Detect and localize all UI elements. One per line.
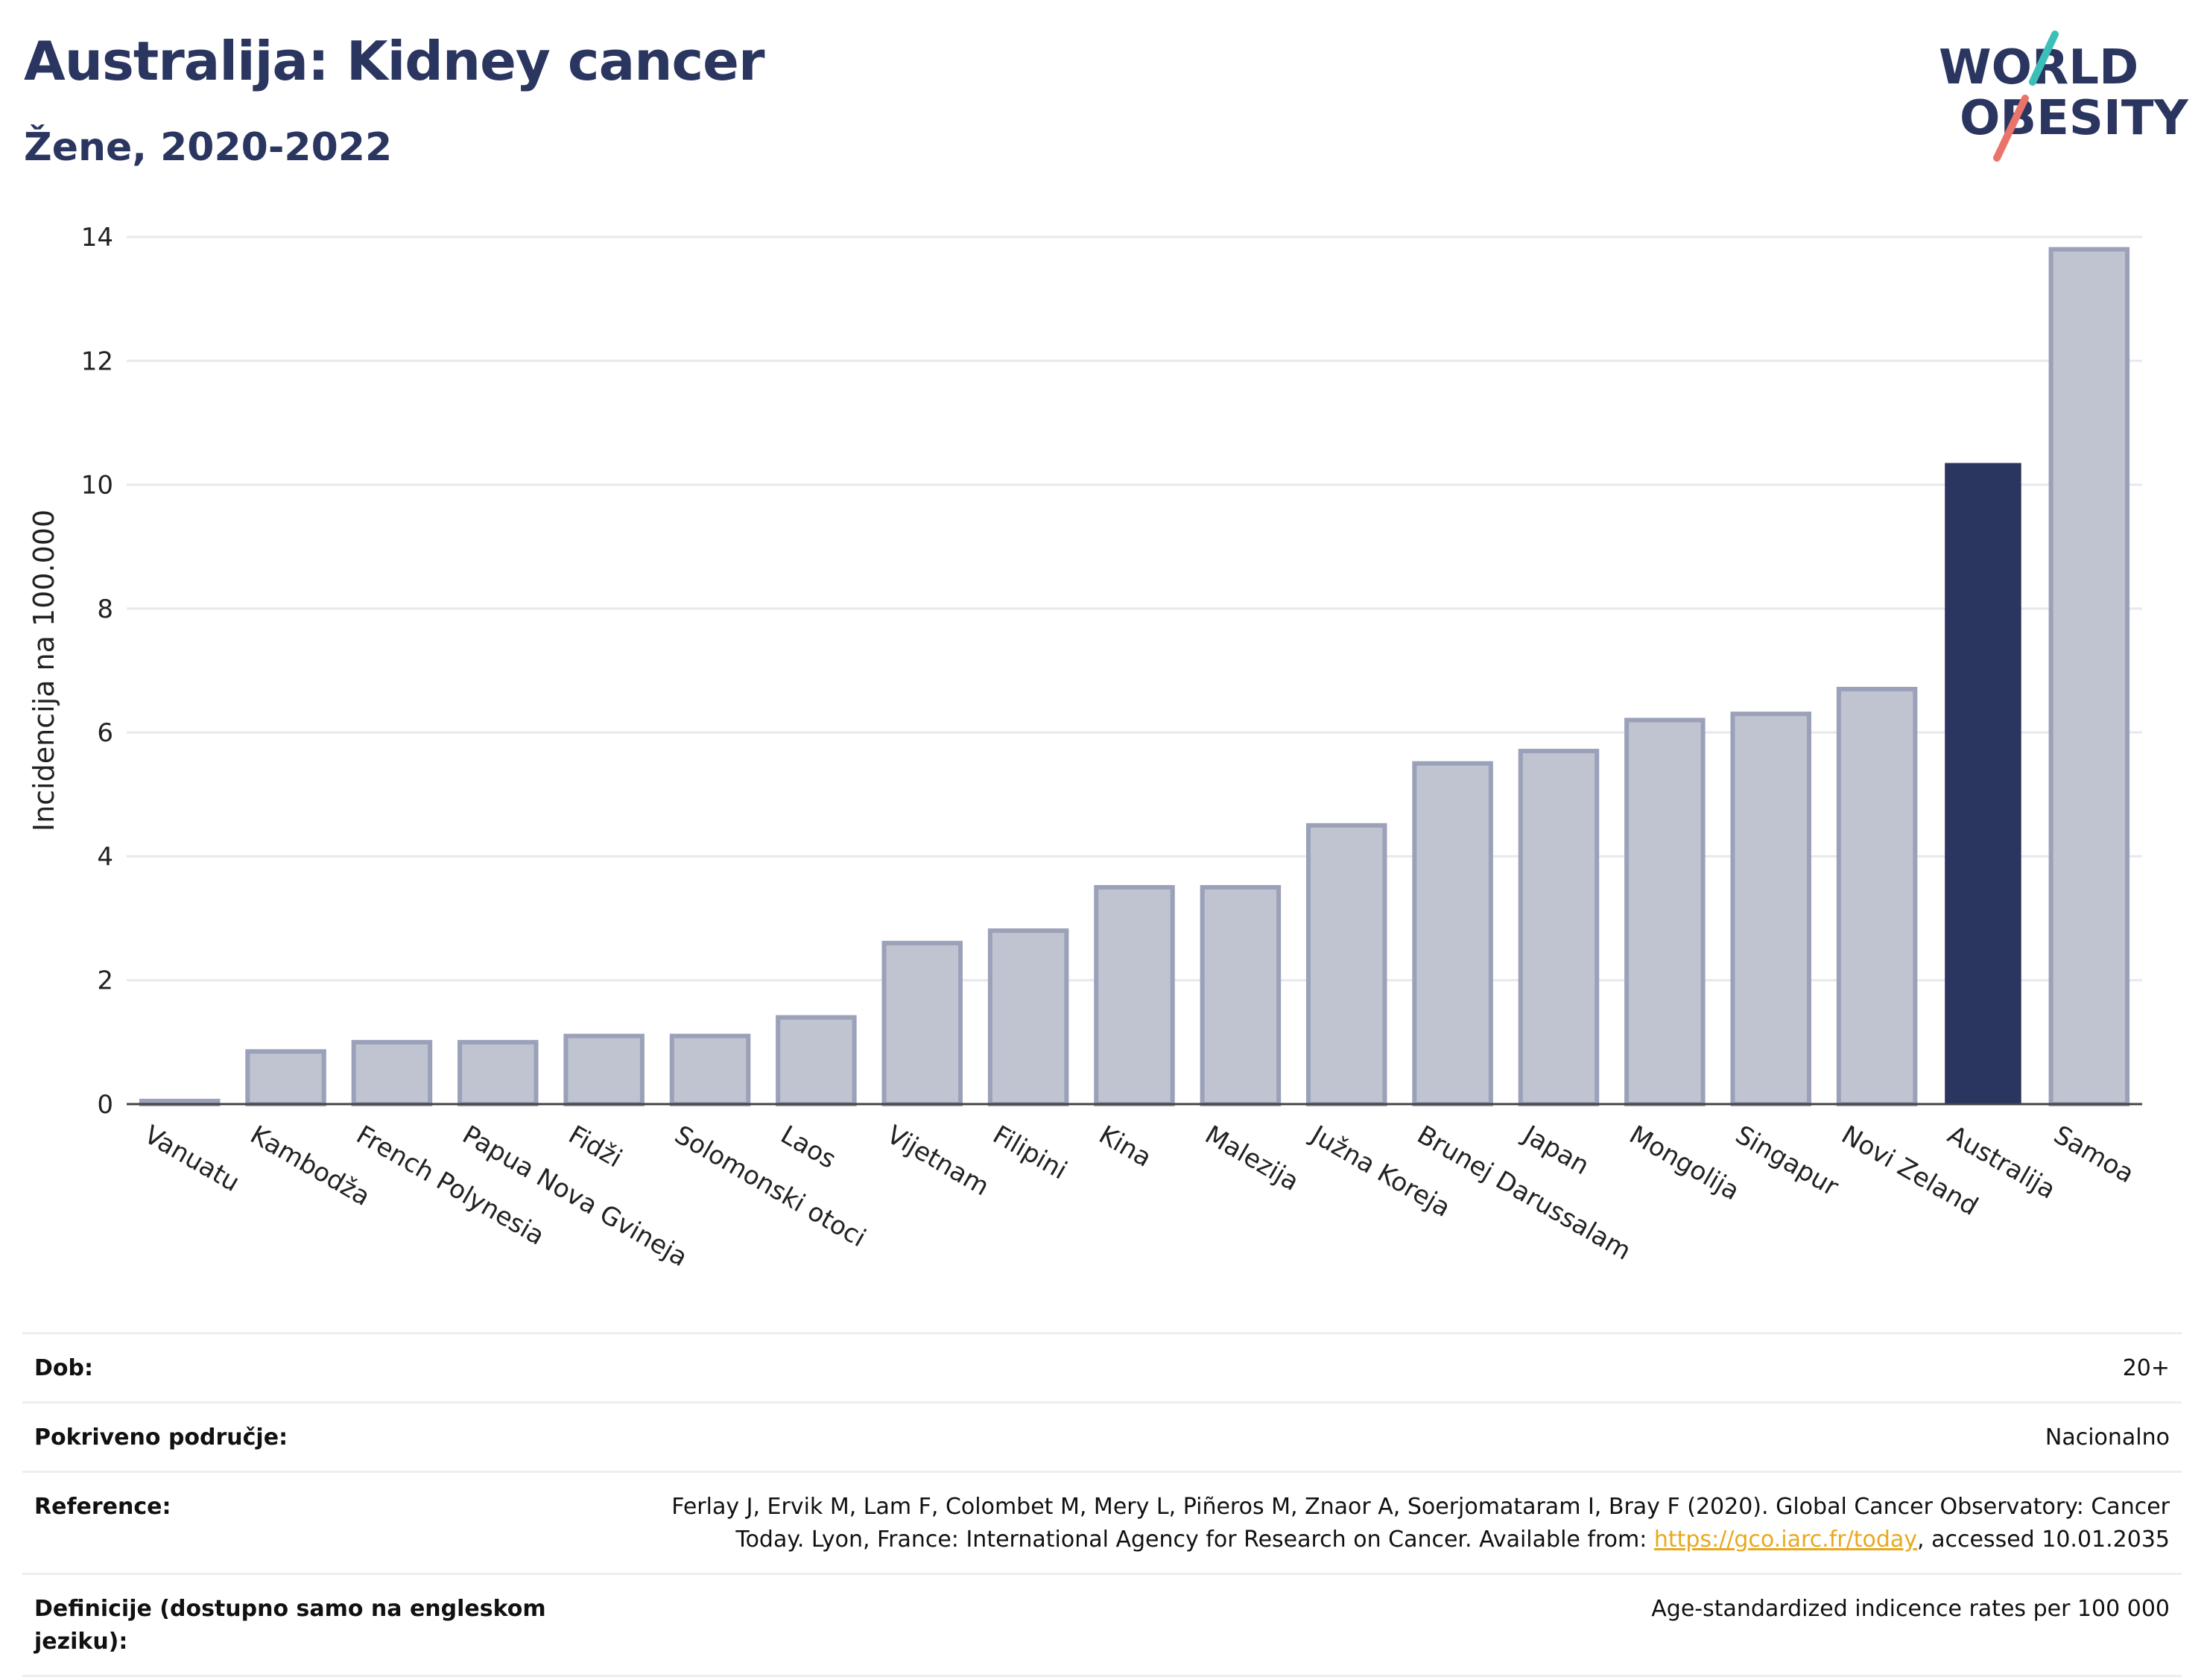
bar-brunej-darussalam (1412, 761, 1493, 1106)
bar-kambod-a (245, 1049, 326, 1107)
x-tick-label: Malezija (1200, 1120, 1304, 1197)
meta-value-coverage: Nacionalno (2045, 1424, 2170, 1451)
y-tick-label: 0 (97, 1090, 113, 1120)
logo-word-obesity: OBESITY (1960, 91, 2188, 146)
x-tick-label: Japan (1517, 1119, 1595, 1181)
chart-subtitle: Žene, 2020-2022 (24, 125, 393, 170)
bar-fid-i (563, 1033, 645, 1106)
y-tick-label: 14 (81, 223, 113, 253)
x-tick-label: Vanuatu (139, 1120, 244, 1198)
bar-solomonski-otoci (669, 1033, 751, 1106)
y-axis-title: Incidencija na 100.000 (28, 510, 60, 831)
meta-value-age: 20+ (2122, 1355, 2170, 1381)
chart-title: Australija: Kidney cancer (24, 30, 764, 92)
bar-kina (1094, 885, 1175, 1106)
reference-line-2-suffix: , accessed 10.01.2035 (1917, 1527, 2170, 1553)
meta-key-coverage: Pokriveno područje: (34, 1424, 288, 1451)
metadata-table: Dob: 20+ Pokriveno područje: Nacionalno … (22, 1332, 2182, 1677)
x-tick-label: Filipini (988, 1120, 1072, 1185)
logo-slash-top (2029, 31, 2059, 86)
meta-row-coverage: Pokriveno područje: Nacionalno (22, 1402, 2182, 1472)
meta-key-definitions: Definicije (dostupno samo na engleskom j… (34, 1596, 546, 1655)
x-tick-label: Kambodža (245, 1120, 375, 1212)
x-tick-label: Solomonski otoci (670, 1120, 871, 1253)
x-tick-label: Singapur (1730, 1120, 1843, 1202)
y-tick-label: 10 (81, 471, 113, 501)
bar-malezija (1200, 885, 1282, 1106)
bar-singapur (1730, 711, 1811, 1106)
y-tick-label: 2 (97, 966, 113, 996)
bar-french-polynesia (351, 1039, 433, 1107)
bar-laos (776, 1015, 857, 1106)
meta-key-reference: Reference: (34, 1494, 171, 1520)
bar-australija (1945, 463, 2021, 1104)
bars-layer (139, 247, 2130, 1107)
bar-filipini (987, 928, 1069, 1107)
x-tick-label: Kina (1094, 1120, 1156, 1173)
bar-samoa (2048, 247, 2130, 1107)
y-tick-label: 12 (81, 346, 113, 376)
world-obesity-logo: WORLD OBESITY (1939, 31, 2188, 162)
meta-row-definitions: Definicije (dostupno samo na engleskom j… (22, 1573, 2182, 1676)
x-tick-label: Vijetnam (881, 1120, 994, 1202)
y-tick-label: 4 (97, 842, 113, 872)
reference-link[interactable]: https://gco.iarc.fr/today (1653, 1527, 1918, 1553)
x-tick-label: Laos (776, 1120, 841, 1175)
bar-vijetnam (881, 940, 963, 1106)
meta-key-age: Dob: (34, 1355, 93, 1381)
bar-novi-zeland (1836, 686, 1918, 1106)
bar-ju-na-koreja (1305, 822, 1387, 1106)
x-tick-label: Mongolija (1624, 1120, 1744, 1206)
meta-row-reference: Reference: Ferlay J, Ervik M, Lam F, Col… (22, 1471, 2182, 1574)
y-tick-label: 8 (97, 595, 113, 624)
x-tick-label: Fidži (563, 1120, 627, 1173)
meta-value-definitions: Age-standardized indicence rates per 100… (1651, 1596, 2170, 1622)
reference-line-1: Ferlay J, Ervik M, Lam F, Colombet M, Me… (671, 1494, 2170, 1520)
bar-japan (1518, 749, 1600, 1106)
bar-papua-nova-gvineja (457, 1039, 539, 1107)
meta-row-age: Dob: 20+ (22, 1333, 2182, 1403)
meta-value-reference: Ferlay J, Ervik M, Lam F, Colombet M, Me… (568, 1472, 2182, 1574)
bar-mongolija (1624, 717, 1706, 1106)
reference-line-2-prefix: Today. Lyon, France: International Agenc… (735, 1527, 1654, 1553)
y-tick-label: 6 (97, 718, 113, 748)
x-tick-label: French Polynesia (351, 1120, 549, 1252)
logo-slash-bottom (1993, 95, 2029, 162)
x-tick-label: Samoa (2048, 1120, 2138, 1189)
